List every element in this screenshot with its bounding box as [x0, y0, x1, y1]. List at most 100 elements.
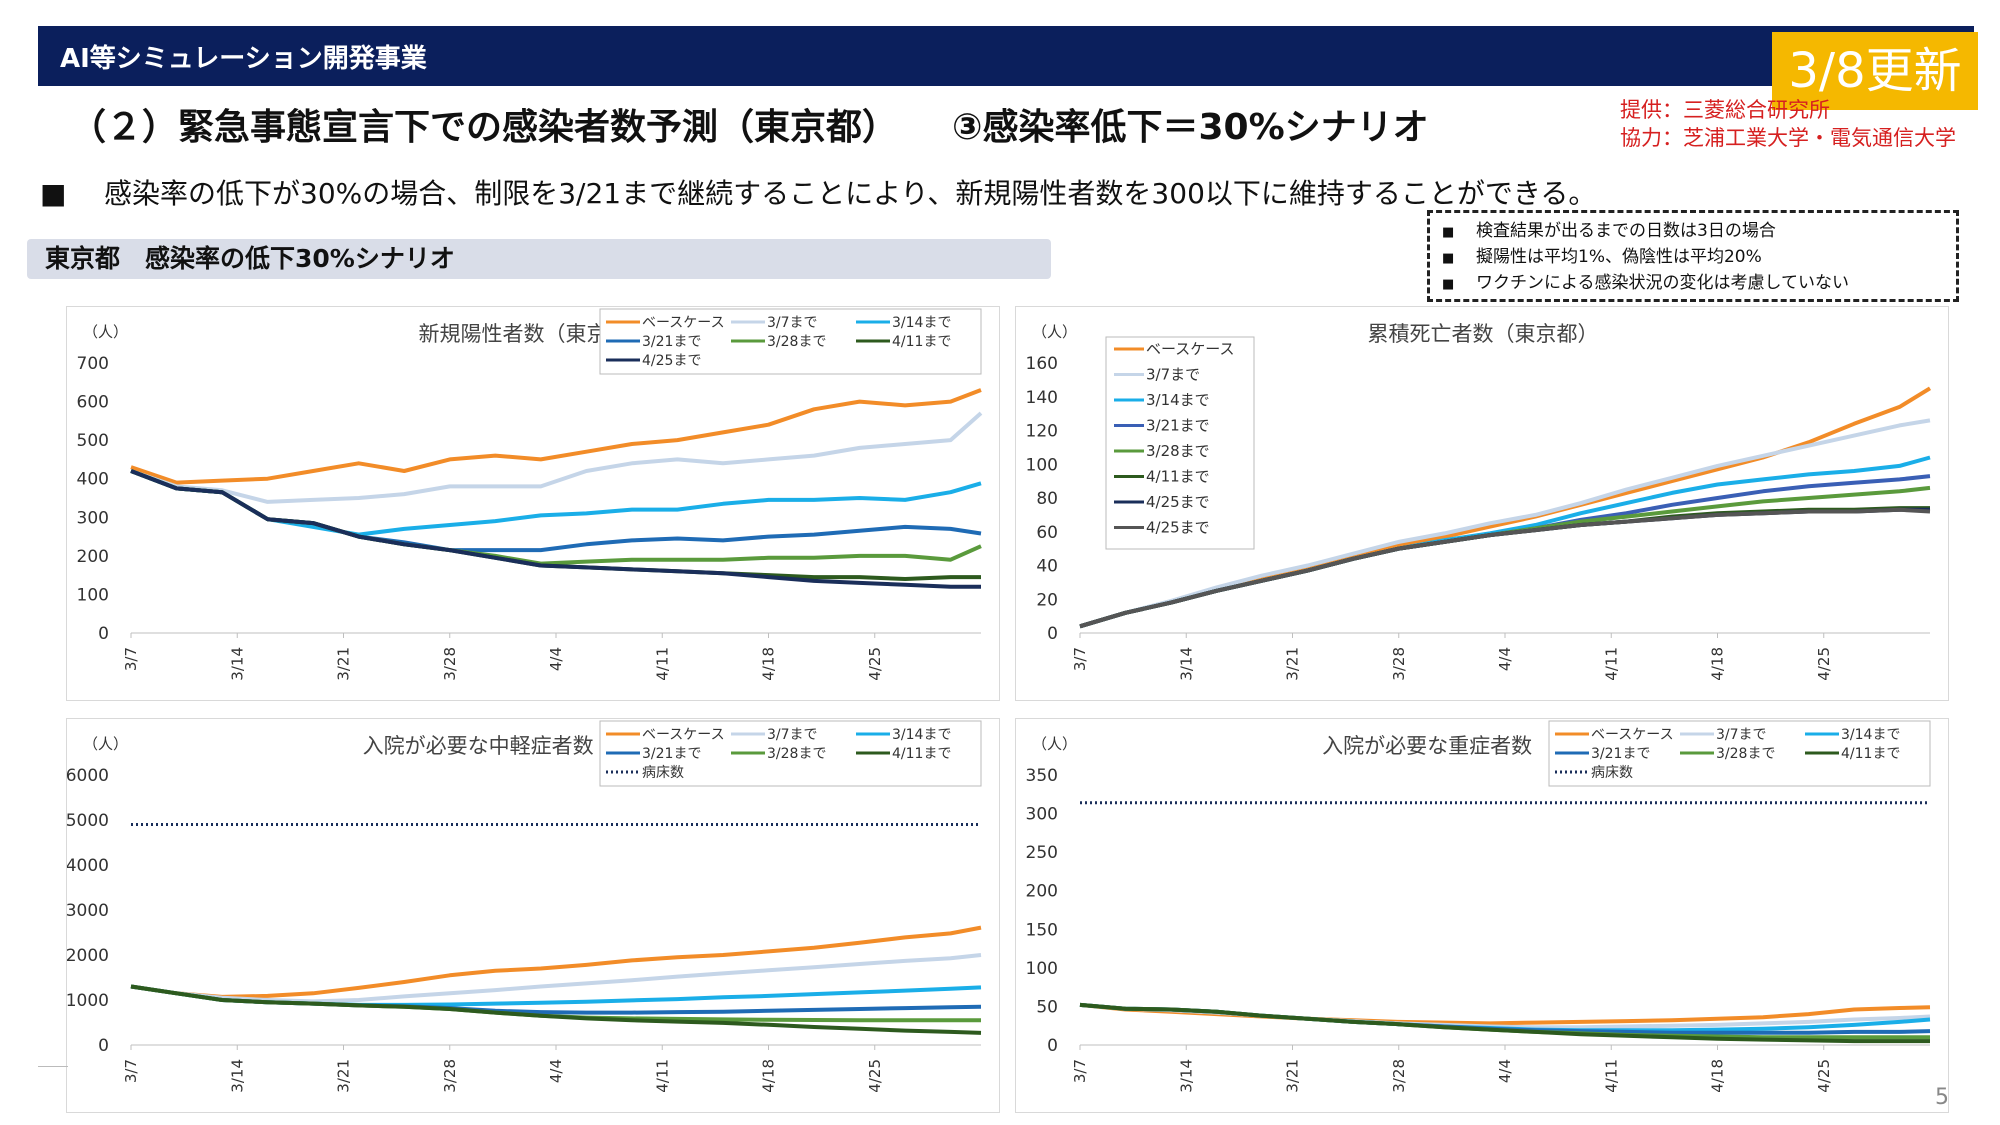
legend-label: 4/25まで [642, 353, 701, 369]
y-tick-label: 700 [77, 354, 109, 374]
x-tick-label: 4/11 [653, 647, 671, 681]
y-tick-label: 500 [77, 431, 109, 451]
y-axis-label: （人） [83, 323, 128, 341]
x-tick-label: 4/18 [1709, 647, 1727, 681]
chart-title: 累積死亡者数（東京都） [1368, 322, 1599, 346]
chart-legend: ベースケース 3/7まで 3/14まで 3/21まで 3/28まで 4/11まで 4/25ま… [1105, 336, 1255, 550]
y-tick-label: 80 [1036, 489, 1058, 509]
legend-label: 4/11まで [892, 334, 951, 350]
legend-label: 3/28まで [767, 746, 826, 762]
legend-label: 3/14まで [892, 315, 951, 331]
x-tick-label: 3/7 [122, 1059, 140, 1083]
legend-label: ベースケース [1146, 340, 1235, 358]
y-tick-label: 250 [1026, 843, 1058, 863]
x-tick-label: 4/25 [1815, 1059, 1833, 1093]
chart-moderate-hospitalized-svg: 入院が必要な中軽症者数 （東京都）（人）01000200030004000500… [67, 720, 982, 1093]
series-line [130, 388, 982, 485]
x-tick-label: 3/14 [1177, 647, 1195, 681]
x-tick-label: 3/14 [228, 647, 246, 681]
legend-label: 4/11まで [1841, 746, 1900, 762]
y-tick-label: 100 [1026, 959, 1058, 979]
y-axis-label: （人） [83, 735, 128, 753]
x-tick-label: 4/25 [866, 647, 884, 681]
legend-label: 3/21まで [642, 334, 701, 350]
legend-box [599, 720, 982, 787]
y-tick-label: 200 [77, 547, 109, 567]
legend-label: 3/28まで [1146, 442, 1210, 460]
y-tick-label: 0 [1047, 624, 1058, 644]
y-tick-label: 20 [1036, 590, 1058, 610]
x-tick-label: 4/4 [547, 647, 565, 671]
y-tick-label: 300 [77, 508, 109, 528]
credit-cooperation: 協力：芝浦工業大学・電気通信大学 [1620, 126, 1956, 150]
x-tick-label: 3/7 [1071, 647, 1089, 671]
y-tick-label: 4000 [67, 856, 109, 876]
x-tick-label: 4/4 [547, 1059, 565, 1083]
header-bar: AI等シミュレーション開発事業 3/8更新 [38, 26, 1978, 110]
y-tick-label: 2000 [67, 946, 109, 966]
y-tick-label: 0 [98, 1036, 109, 1056]
page-heading: （２）緊急事態宣言下での感染者数予測（東京都） ③感染率低下＝30%シナリオ [70, 107, 1429, 148]
series-line [1079, 1002, 1930, 1044]
legend-label: 病床数 [1591, 765, 1633, 781]
legend-label: ベースケース [1591, 727, 1674, 743]
x-tick-label: 3/7 [122, 647, 140, 671]
y-tick-label: 140 [1026, 388, 1058, 408]
section-label: 東京都 感染率の低下30%シナリオ [27, 239, 1051, 279]
y-tick-label: 350 [1026, 766, 1058, 786]
footer-rule [38, 1066, 68, 1067]
chart-cumulative-deaths-svg: 累積死亡者数（東京都） （人） 0 20 40 60 80 100 120 140 160 3/7 3/… [1026, 322, 1932, 681]
chart-cumulative-deaths: 累積死亡者数（東京都） （人） 0 20 40 60 80 100 120 140 160 3/7 3/… [1015, 306, 1949, 701]
credit-provider: 提供：三菱総合研究所 [1620, 98, 1830, 122]
y-tick-label: 5000 [67, 811, 109, 831]
x-tick-label: 3/28 [1390, 1059, 1408, 1093]
legend-label: 病床数 [642, 765, 684, 781]
x-tick-label: 3/28 [441, 647, 459, 681]
legend-label: 4/25まで [1146, 519, 1210, 537]
summary-text: 感染率の低下が30%の場合、制限を3/21まで継続することにより、新規陽性者数を… [104, 177, 1597, 210]
credits: 提供：三菱総合研究所 協力：芝浦工業大学・電気通信大学 [1620, 96, 1956, 152]
x-tick-label: 4/25 [1815, 647, 1833, 681]
legend-label: 3/7まで [767, 315, 818, 331]
legend-label: ベースケース [642, 315, 725, 331]
y-tick-label: 40 [1036, 557, 1058, 577]
note-item: ■ 擬陽性は平均1%、偽陰性は平均20% [1442, 247, 1762, 267]
series-line [130, 411, 983, 504]
legend-label: 3/7まで [767, 727, 818, 743]
note-item: ■ 検査結果が出るまでの日数は3日の場合 [1442, 221, 1776, 241]
legend-label: 3/28まで [767, 334, 826, 350]
legend-label: 3/14まで [1841, 727, 1900, 743]
x-tick-label: 3/21 [1284, 647, 1302, 681]
x-tick-label: 4/18 [760, 1059, 778, 1093]
chart-severe-hospitalized-svg: 入院が必要な重症者数 （東京都）（人）050100150200250300350… [1026, 720, 1931, 1093]
legend-label: 3/7まで [1146, 366, 1200, 384]
legend-label: 4/25まで [1146, 493, 1210, 511]
x-tick-label: 3/28 [441, 1059, 459, 1093]
y-tick-label: 0 [1047, 1036, 1058, 1056]
y-tick-label: 60 [1036, 523, 1058, 543]
header-title: AI等シミュレーション開発事業 [60, 44, 427, 74]
y-tick-label: 100 [1026, 455, 1058, 475]
y-tick-label: 3000 [67, 901, 109, 921]
series-line [130, 953, 982, 1004]
y-tick-label: 120 [1026, 422, 1058, 442]
legend-label: 3/21まで [642, 746, 701, 762]
x-tick-label: 3/14 [228, 1059, 246, 1093]
legend-label: ベースケース [642, 727, 725, 743]
x-tick-label: 4/11 [653, 1059, 671, 1093]
x-tick-label: 3/7 [1071, 1059, 1089, 1083]
note-item: ■ ワクチンによる感染状況の変化は考慮していない [1442, 273, 1849, 293]
legend-label: 3/21まで [1591, 746, 1650, 762]
page-number: 5 [1935, 1085, 1949, 1110]
chart-moderate-hospitalized: 入院が必要な中軽症者数 （東京都） （人） 0 1000 2000 3000 4000 500… [66, 718, 1000, 1113]
y-tick-label: 50 [1036, 997, 1058, 1017]
assumption-notes: ■ 検査結果が出るまでの日数は3日の場合 ■ 擬陽性は平均1%、偽陰性は平均20% … [1427, 210, 1959, 302]
y-axis-label: （人） [1032, 323, 1077, 341]
x-tick-label: 3/28 [1390, 647, 1408, 681]
legend-box [1548, 720, 1931, 787]
series-line [130, 469, 981, 589]
legend-box [599, 308, 982, 375]
